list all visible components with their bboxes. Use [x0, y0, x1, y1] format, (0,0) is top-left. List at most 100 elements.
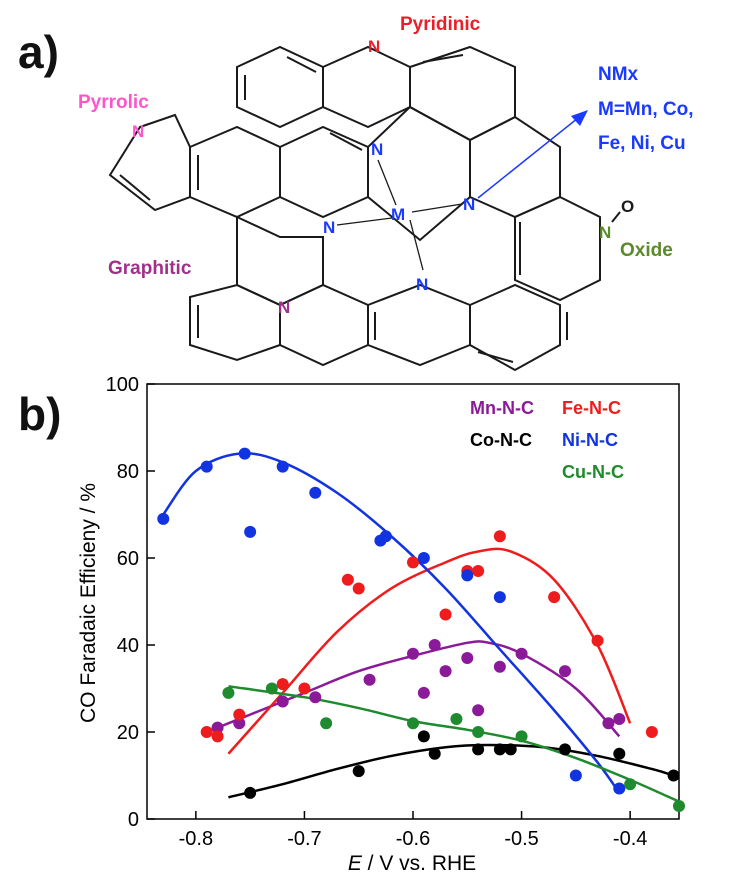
point-co-n-c [244, 786, 257, 799]
point-co-n-c [352, 765, 365, 778]
point-mn-n-c [602, 717, 615, 730]
fit-line-ni-n-c [162, 452, 621, 794]
point-co-n-c [472, 743, 485, 756]
point-mn-n-c [428, 639, 441, 651]
point-co-n-c [493, 743, 506, 756]
n-atom-pyrrolic: N [132, 122, 144, 141]
point-ni-n-c [238, 447, 251, 460]
point-fe-n-c [233, 708, 246, 721]
point-mn-n-c [613, 712, 626, 725]
point-co-n-c [504, 743, 517, 756]
label-graphitic: Graphitic [108, 258, 192, 279]
point-ni-n-c [276, 460, 289, 473]
point-ni-n-c [309, 486, 322, 499]
point-mn-n-c [211, 721, 224, 734]
fit-line-cu-n-c [228, 685, 680, 803]
label-pyrrolic: Pyrrolic [78, 92, 149, 113]
point-fe-n-c [211, 730, 224, 743]
point-cu-n-c [222, 686, 235, 699]
point-ni-n-c [569, 769, 582, 782]
point-co-n-c [613, 747, 626, 760]
point-fe-n-c [591, 634, 604, 647]
point-fe-n-c [645, 726, 658, 738]
n-atom-4: N [463, 195, 475, 214]
point-cu-n-c [407, 717, 419, 730]
point-co-n-c [559, 743, 571, 756]
o-atom: O [621, 197, 634, 216]
point-mn-n-c [472, 704, 485, 717]
x-axis-title-symbol: E [348, 852, 363, 875]
point-fe-n-c [200, 726, 213, 738]
point-mn-n-c [417, 686, 430, 699]
x-tick-label: -0.5 [504, 828, 538, 850]
point-fe-n-c [439, 608, 452, 621]
label-oxide: Oxide [620, 240, 673, 261]
legend-co-n-c: Co-N-C [470, 430, 532, 450]
legend-cu-n-c: Cu-N-C [562, 462, 624, 482]
point-cu-n-c [673, 799, 685, 812]
point-cu-n-c [320, 717, 333, 730]
point-fe-n-c [493, 530, 506, 543]
panel-a-label: a) [18, 26, 59, 78]
legend-ni-n-c: Ni-N-C [562, 430, 618, 450]
point-mn-n-c [559, 665, 571, 678]
nmx-arrow [477, 110, 588, 199]
y-tick-label: 60 [117, 548, 139, 570]
point-fe-n-c [276, 678, 289, 691]
point-mn-n-c [493, 660, 506, 673]
point-ni-n-c [613, 782, 626, 795]
point-ni-n-c [244, 525, 257, 538]
point-mn-n-c [407, 647, 419, 660]
x-tick-label: -0.6 [396, 828, 430, 850]
point-fe-n-c [407, 556, 419, 569]
point-fe-n-c [352, 582, 365, 595]
label-nmx-1: NMx [598, 64, 639, 85]
metal-coordination-bonds [336, 159, 463, 271]
point-mn-n-c [515, 647, 528, 660]
heteroatoms: N N N N M N N N N O [132, 37, 634, 317]
fit-line-co-n-c [228, 743, 674, 799]
point-cu-n-c [624, 778, 637, 791]
point-mn-n-c [233, 717, 246, 730]
point-mn-n-c [461, 652, 474, 665]
y-tick-label: 0 [128, 809, 139, 831]
n-atom-pyridinic: N [368, 37, 380, 56]
m-atom: M [391, 205, 405, 224]
point-cu-n-c [450, 712, 463, 725]
label-nmx-3: Fe, Ni, Cu [598, 133, 686, 154]
molecule-structure [108, 45, 601, 372]
point-co-n-c [428, 747, 441, 760]
data-points [157, 447, 685, 812]
point-fe-n-c [472, 565, 485, 578]
axis-ticks: -0.8 -0.7 -0.6 -0.5 -0.4 0 20 40 60 80 100 [106, 374, 648, 850]
point-ni-n-c [379, 530, 392, 543]
point-cu-n-c [515, 730, 528, 743]
point-ni-n-c [417, 552, 430, 564]
point-ni-n-c [461, 569, 474, 582]
label-pyridinic: Pyridinic [400, 14, 481, 35]
point-mn-n-c [363, 673, 376, 686]
n-atom-graphitic: N [278, 298, 290, 317]
point-fe-n-c [298, 682, 311, 695]
x-axis-title: E / V vs. RHE [348, 852, 476, 875]
y-tick-label: 80 [117, 461, 139, 483]
point-mn-n-c [276, 695, 289, 708]
point-co-n-c [417, 730, 430, 743]
x-axis-title-unit: / V vs. RHE [362, 852, 476, 875]
x-tick-label: -0.4 [613, 828, 647, 850]
y-axis-title: CO Faradaic Efficieny / % [77, 483, 100, 723]
n-atom-3: N [416, 275, 428, 294]
point-mn-n-c [439, 665, 452, 678]
n-o-bond [611, 211, 621, 223]
n-atom-1: N [371, 140, 383, 159]
y-tick-label: 20 [117, 722, 139, 744]
legend-mn-n-c: Mn-N-C [470, 398, 534, 418]
panel-b-label: b) [18, 388, 61, 440]
point-mn-n-c [309, 691, 322, 704]
legend-fe-n-c: Fe-N-C [562, 398, 621, 418]
legend: Mn-N-C Fe-N-C Co-N-C Ni-N-C Cu-N-C [470, 398, 624, 482]
n-atom-oxide: N [599, 223, 611, 242]
point-cu-n-c [265, 682, 278, 695]
x-tick-label: -0.7 [287, 828, 321, 850]
